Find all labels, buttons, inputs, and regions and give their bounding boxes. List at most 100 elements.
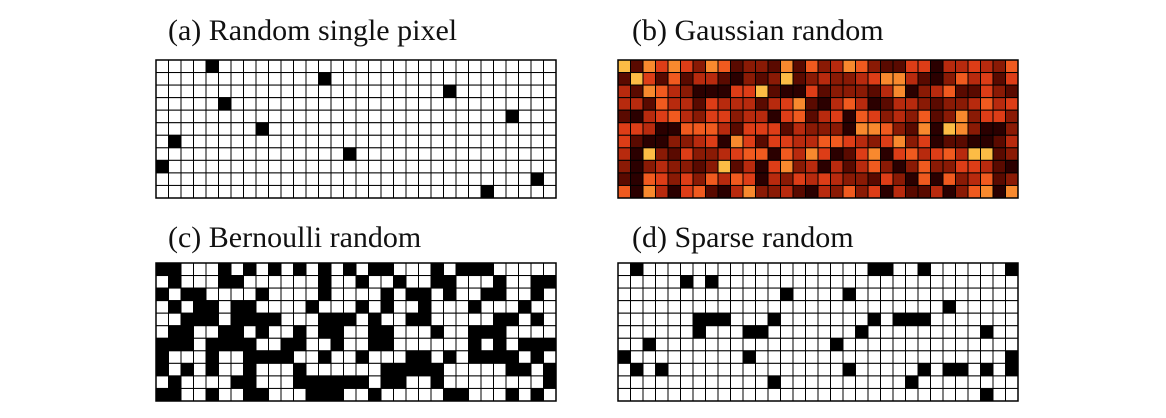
grid-cell xyxy=(318,262,332,277)
grid-cell xyxy=(817,97,831,111)
grid-cell xyxy=(305,375,319,389)
grid-cell xyxy=(792,312,806,327)
grid-cell xyxy=(780,287,794,302)
grid-cell xyxy=(380,375,394,389)
grid-cell xyxy=(892,312,906,327)
grid-cell xyxy=(518,287,532,302)
grid-cell xyxy=(742,109,756,124)
grid-cell xyxy=(280,287,294,302)
grid-cell xyxy=(168,312,182,327)
grid-cell xyxy=(955,122,969,136)
grid-cell xyxy=(168,134,182,149)
grid-cell xyxy=(193,325,207,339)
grid-cell xyxy=(917,72,931,86)
grid-cell xyxy=(355,387,369,402)
grid-cell xyxy=(617,362,631,377)
grid-cell xyxy=(692,275,706,289)
grid-cell xyxy=(530,350,544,364)
grid-cell xyxy=(905,287,919,302)
grid-cell xyxy=(767,300,781,314)
grid-cell xyxy=(980,350,994,364)
grid-cell xyxy=(742,300,756,314)
grid-cell xyxy=(193,159,207,174)
grid-cell xyxy=(867,84,881,99)
grid-cell xyxy=(193,375,207,389)
grid-cell xyxy=(243,312,257,327)
grid-cell xyxy=(955,275,969,289)
grid-cell xyxy=(892,275,906,289)
grid-cell xyxy=(180,275,194,289)
grid-cell xyxy=(792,159,806,174)
grid-cell xyxy=(230,262,244,277)
grid-cell xyxy=(855,59,869,74)
grid-cell xyxy=(405,325,419,339)
grid-cell xyxy=(468,312,482,327)
grid-cell xyxy=(667,59,681,74)
grid-cell xyxy=(692,172,706,186)
grid-cell xyxy=(543,262,557,277)
grid-cell xyxy=(493,97,507,111)
grid-cell xyxy=(168,159,182,174)
grid-cell xyxy=(642,147,656,161)
grid-cell xyxy=(767,97,781,111)
grid-cell xyxy=(792,147,806,161)
grid-cell xyxy=(792,122,806,136)
grid-cell xyxy=(418,375,432,389)
grid-cell xyxy=(917,387,931,402)
grid-cell xyxy=(468,97,482,111)
grid-cell xyxy=(830,387,844,402)
grid-cell xyxy=(393,262,407,277)
grid-cell xyxy=(218,387,232,402)
grid-cell xyxy=(767,312,781,327)
grid-cell xyxy=(805,312,819,327)
grid-cell xyxy=(180,184,194,199)
grid-cell xyxy=(268,97,282,111)
grid-cell xyxy=(780,109,794,124)
grid-cell xyxy=(168,287,182,302)
grid-cell xyxy=(243,97,257,111)
grid-cell xyxy=(543,59,557,74)
grid-cell xyxy=(680,312,694,327)
grid-cell xyxy=(642,375,656,389)
grid-cell xyxy=(967,300,981,314)
grid-cell xyxy=(855,287,869,302)
grid-cell xyxy=(455,262,469,277)
grid-cell xyxy=(930,325,944,339)
grid-cell xyxy=(230,84,244,99)
grid-cell xyxy=(955,134,969,149)
grid-cell xyxy=(268,262,282,277)
grid-cell xyxy=(443,147,457,161)
grid-cell xyxy=(930,275,944,289)
grid-cell xyxy=(193,287,207,302)
grid-cell xyxy=(155,337,169,352)
grid-cell xyxy=(930,287,944,302)
grid-cell xyxy=(368,300,382,314)
grid-cell xyxy=(1005,172,1019,186)
grid-cell xyxy=(293,300,307,314)
grid-cell xyxy=(518,72,532,86)
grid-cell xyxy=(655,325,669,339)
grid-cell xyxy=(817,59,831,74)
grid-cell xyxy=(780,97,794,111)
grid-cell xyxy=(255,262,269,277)
grid-cell xyxy=(505,300,519,314)
grid-cell xyxy=(817,375,831,389)
grid-cell xyxy=(305,59,319,74)
grid-cell xyxy=(280,262,294,277)
grid-cell xyxy=(692,84,706,99)
grid-cell xyxy=(805,172,819,186)
grid-cell xyxy=(305,109,319,124)
grid-cell xyxy=(655,147,669,161)
grid-cell xyxy=(518,362,532,377)
grid-cell xyxy=(218,312,232,327)
grid-cell xyxy=(630,72,644,86)
grid-cell xyxy=(230,312,244,327)
grid-cell xyxy=(742,275,756,289)
grid-cell xyxy=(505,184,519,199)
grid-cell xyxy=(630,97,644,111)
grid-cell xyxy=(218,287,232,302)
grid-cell xyxy=(330,97,344,111)
grid-cell xyxy=(455,59,469,74)
grid-cell xyxy=(330,350,344,364)
grid-cell xyxy=(930,312,944,327)
